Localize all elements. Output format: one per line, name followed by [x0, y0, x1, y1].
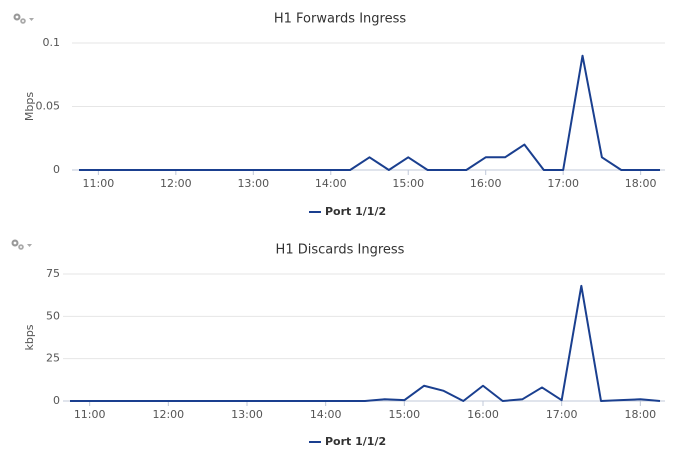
x-tick-label: 17:00 [546, 408, 578, 421]
x-tick-label: 12:00 [160, 177, 192, 190]
x-tick-label: 17:00 [547, 177, 579, 190]
x-tick-label: 11:00 [74, 408, 106, 421]
x-tick-label: 18:00 [625, 177, 657, 190]
chart-title: H1 Discards Ingress [276, 243, 405, 258]
settings-icon[interactable] [11, 239, 33, 250]
y-tick-label: 0.1 [43, 36, 61, 49]
y-tick-label: 0.05 [36, 100, 61, 113]
series-line [79, 54, 660, 171]
x-tick-label: 15:00 [388, 408, 420, 421]
x-tick-label: 13:00 [237, 177, 269, 190]
legend-label[interactable]: Port 1/1/2 [325, 435, 386, 448]
x-tick-label: 18:00 [624, 408, 656, 421]
x-tick-label: 16:00 [467, 408, 499, 421]
y-tick-label: 75 [46, 267, 60, 280]
chart-title: H1 Forwards Ingress [274, 12, 407, 27]
y-tick-label: 0 [53, 394, 60, 407]
x-tick-label: 15:00 [392, 177, 424, 190]
y-axis-label: Mbps [23, 92, 36, 121]
x-tick-label: 16:00 [470, 177, 502, 190]
y-tick-label: 50 [46, 309, 60, 322]
y-tick-label: 25 [46, 352, 60, 365]
x-tick-label: 12:00 [152, 408, 184, 421]
x-tick-label: 13:00 [231, 408, 263, 421]
legend-label[interactable]: Port 1/1/2 [325, 205, 386, 218]
x-tick-label: 11:00 [83, 177, 115, 190]
x-tick-label: 14:00 [315, 177, 347, 190]
y-axis-label: kbps [23, 324, 36, 350]
series-line [70, 284, 661, 402]
x-tick-label: 14:00 [310, 408, 342, 421]
settings-icon[interactable] [13, 13, 35, 24]
y-tick-label: 0 [53, 163, 60, 176]
